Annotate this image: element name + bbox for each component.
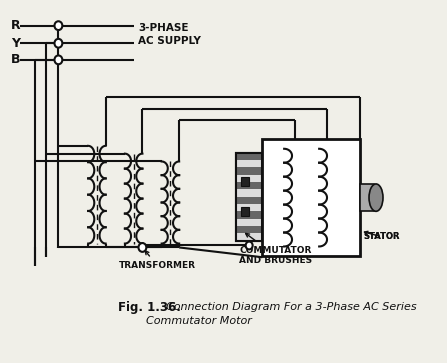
Circle shape [55,21,62,30]
Bar [262,139,360,256]
Bar [236,197,262,204]
Bar [236,204,262,211]
Text: COMMUTATOR
AND BRUSHES: COMMUTATOR AND BRUSHES [239,233,312,265]
Circle shape [55,39,62,48]
Text: 3-PHASE
AC SUPPLY: 3-PHASE AC SUPPLY [138,23,201,46]
Bar [360,184,374,211]
Bar [236,182,262,189]
Text: Y: Y [11,37,20,50]
Text: Connection Diagram For a 3-Phase AC Series: Connection Diagram For a 3-Phase AC Seri… [166,302,417,312]
Bar [236,219,262,226]
Text: R: R [11,19,21,32]
Circle shape [139,243,146,252]
Text: Fig. 1.36.: Fig. 1.36. [118,301,181,314]
Text: B: B [11,53,20,66]
Ellipse shape [369,184,383,211]
Bar [236,233,262,241]
Text: TRANSFORMER: TRANSFORMER [119,251,196,270]
Bar [236,167,262,175]
Text: STATOR: STATOR [363,231,399,241]
Bar [236,175,262,182]
Circle shape [246,242,253,249]
Bar [236,160,262,167]
Bar [241,207,249,216]
Bar [236,226,262,233]
Bar [236,189,262,197]
Circle shape [55,56,62,64]
Bar [236,153,262,241]
Bar [241,177,249,186]
Bar [236,153,262,241]
Text: STATOR: STATOR [363,232,399,241]
Bar [236,153,262,160]
Text: Commutator Motor: Commutator Motor [146,316,252,326]
Bar [236,211,262,219]
